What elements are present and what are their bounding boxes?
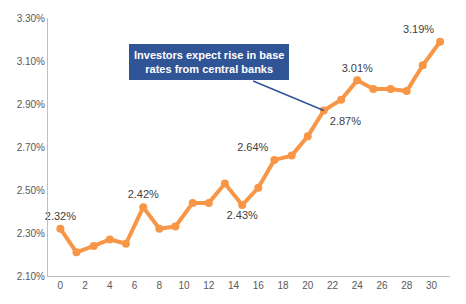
svg-text:2.32%: 2.32%: [45, 210, 76, 222]
svg-text:2.70%: 2.70%: [17, 142, 45, 153]
svg-text:18: 18: [277, 280, 289, 291]
svg-text:2.90%: 2.90%: [17, 99, 45, 110]
svg-text:2.10%: 2.10%: [17, 271, 45, 282]
svg-text:2.64%: 2.64%: [237, 141, 268, 153]
svg-text:12: 12: [203, 280, 215, 291]
svg-text:3.19%: 3.19%: [403, 23, 434, 35]
svg-text:2.87%: 2.87%: [330, 115, 361, 127]
svg-text:2.42%: 2.42%: [128, 188, 159, 200]
svg-text:14: 14: [228, 280, 240, 291]
svg-text:20: 20: [302, 280, 314, 291]
svg-text:10: 10: [178, 280, 190, 291]
svg-text:30: 30: [426, 280, 438, 291]
svg-text:3.01%: 3.01%: [342, 62, 373, 74]
svg-text:16: 16: [253, 280, 265, 291]
svg-text:0: 0: [58, 280, 64, 291]
svg-text:3.30%: 3.30%: [17, 13, 45, 24]
svg-text:Investors expect rise in baser: Investors expect rise in baserates from …: [134, 49, 284, 75]
svg-text:3.10%: 3.10%: [17, 56, 45, 67]
svg-text:26: 26: [376, 280, 388, 291]
svg-text:2.50%: 2.50%: [17, 185, 45, 196]
svg-text:8: 8: [157, 280, 163, 291]
svg-text:28: 28: [401, 280, 413, 291]
svg-text:22: 22: [327, 280, 339, 291]
svg-text:2: 2: [82, 280, 88, 291]
svg-text:2.43%: 2.43%: [227, 209, 258, 221]
svg-text:2.30%: 2.30%: [17, 228, 45, 239]
svg-text:6: 6: [132, 280, 138, 291]
svg-text:24: 24: [352, 280, 364, 291]
svg-text:4: 4: [107, 280, 113, 291]
